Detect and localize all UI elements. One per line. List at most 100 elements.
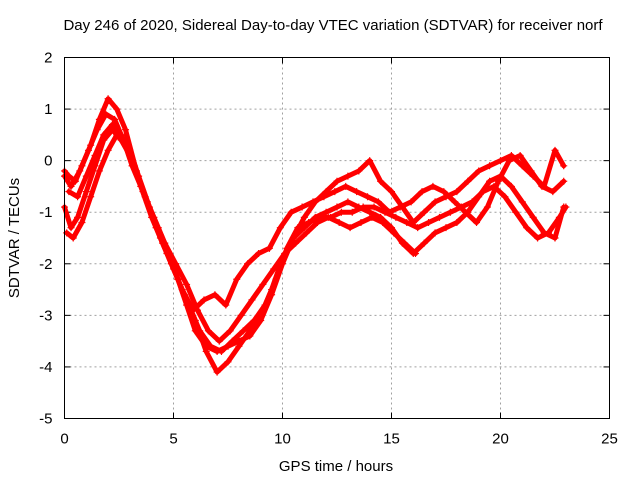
data-point [374,198,382,206]
data-point [237,311,245,319]
data-point [294,224,302,232]
data-point [233,275,241,283]
chart-title: Day 246 of 2020, Sidereal Day-to-day VTE… [63,17,603,34]
data-point [385,208,393,216]
data-point [276,224,284,232]
data-point [512,208,520,216]
data-point [335,219,343,227]
data-point [453,188,461,196]
data-point [193,306,201,314]
series-track-5 [61,110,419,345]
data-point [388,188,395,196]
data-point [239,327,247,335]
data-point [342,182,350,190]
y-tick-label: -3 [39,307,52,324]
data-point [128,162,136,170]
data-point [420,239,428,247]
data-point [69,234,77,242]
data-point [479,188,487,196]
data-point [67,224,75,232]
data-point [501,193,509,201]
data-point [464,177,472,185]
data-point [113,105,121,113]
y-tick-label: -5 [39,411,52,428]
data-point [475,167,483,175]
data-point [161,239,169,247]
data-point [431,198,439,206]
data-point [337,208,345,216]
data-point [364,193,372,201]
data-point [204,327,212,335]
data-point [74,193,82,201]
data-point [211,291,219,299]
data-point [442,224,450,232]
data-point [150,213,158,221]
data-point [497,157,504,165]
data-point [122,126,130,134]
data-point [411,249,419,257]
data-point [379,219,387,227]
data-point [355,167,363,175]
data-point [560,177,568,185]
x-tick-label: 10 [274,431,291,448]
data-point [344,198,352,206]
data-point [507,182,515,190]
data-point [366,157,374,165]
x-tick-label: 25 [601,431,618,448]
data-point [418,188,426,196]
data-point [518,198,526,206]
data-point [344,172,352,180]
data-point [222,301,230,309]
data-point [244,260,252,268]
x-tick-label: 5 [169,431,177,448]
data-point [516,151,524,159]
data-point [359,203,367,211]
data-point [560,162,568,170]
data-point [200,296,208,304]
data-point [305,219,313,227]
data-point [377,177,385,185]
data-point [401,239,409,247]
data-point [272,275,280,283]
data-point [213,368,221,376]
data-point [102,110,110,118]
data-point [333,177,341,185]
data-point [414,224,422,232]
data-point [440,188,448,196]
data-point [104,146,112,154]
data-point [473,219,481,227]
data-point [246,327,254,335]
data-point [215,337,223,345]
data-point [390,229,398,237]
data-point [178,286,186,294]
data-point [202,347,210,355]
data-point [403,219,411,227]
data-point [357,219,365,227]
data-point [172,260,180,268]
data-point [431,229,439,237]
data-point [486,162,494,170]
plot-frame [64,57,610,419]
data-point [435,213,443,221]
data-point [529,213,537,221]
data-point [407,198,415,206]
data-point [425,219,433,227]
data-point [300,213,308,221]
x-tick-label: 20 [492,431,509,448]
data-point [250,317,258,325]
x-axis-label: GPS time / hours [279,458,393,475]
data-point [392,213,400,221]
data-point [494,177,502,185]
data-point [270,265,278,273]
data-point [139,188,147,196]
data-point [74,213,82,221]
data-point [309,198,317,206]
data-point [287,208,295,216]
data-point [91,151,99,159]
x-tick-label: 0 [60,431,68,448]
data-point [87,193,95,201]
data-point [313,219,321,227]
data-point [196,327,204,335]
data-point [183,280,191,288]
data-point [538,182,546,190]
